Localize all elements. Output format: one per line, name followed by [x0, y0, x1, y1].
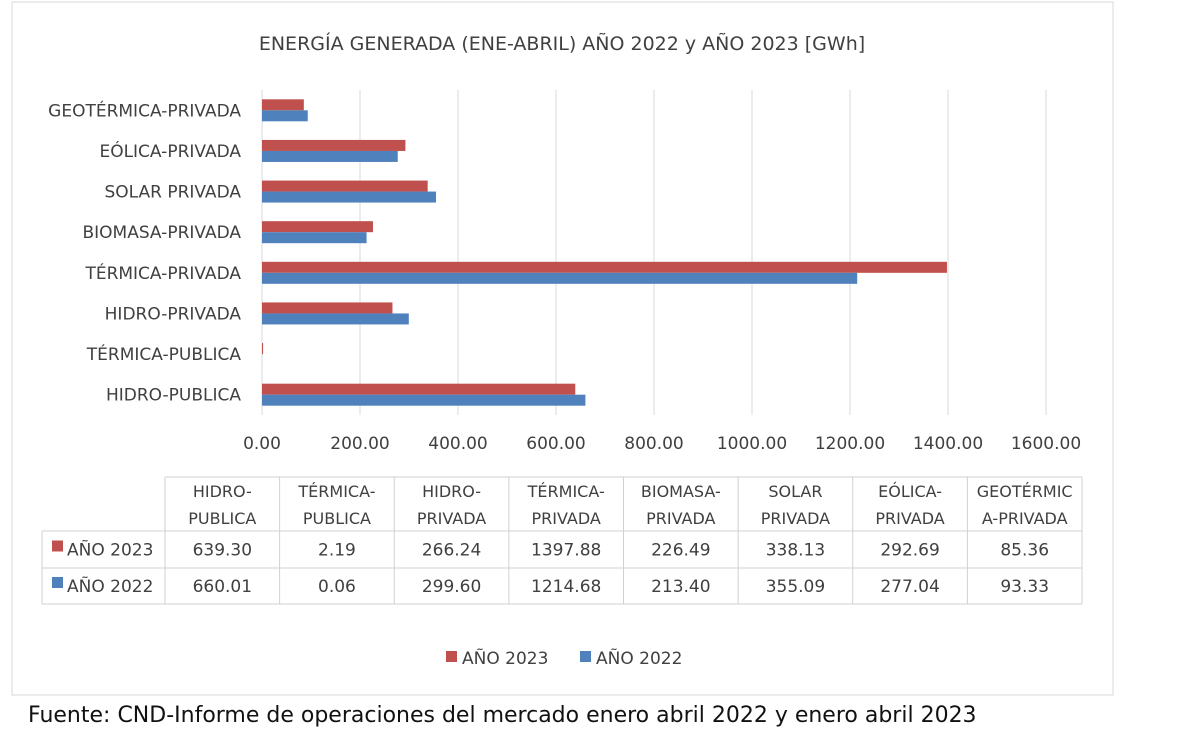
table-header: PRIVADA [761, 509, 830, 528]
bar-2022 [262, 313, 409, 325]
legend-label: AÑO 2023 [462, 647, 548, 669]
y-category-label: TÉRMICA-PUBLICA [86, 343, 242, 365]
x-tick-label: 1200.00 [815, 434, 885, 454]
bar-2022 [262, 191, 436, 203]
bar-2023 [262, 302, 393, 314]
x-tick-label: 400.00 [428, 434, 487, 454]
bar-2023 [262, 343, 264, 355]
chart-border [11, 1, 1114, 696]
table-cell: 338.13 [766, 541, 825, 561]
table-header: PRIVADA [417, 509, 486, 528]
table-cell: 1397.88 [531, 541, 601, 561]
y-category-label: SOLAR PRIVADA [104, 183, 241, 203]
source-footer: Fuente: CND-Informe de operaciones del m… [28, 703, 977, 728]
x-tick-label: 1400.00 [913, 434, 983, 454]
table-header: A-PRIVADA [982, 509, 1068, 528]
chart-title: ENERGÍA GENERADA (ENE-ABRIL) AÑO 2022 y … [259, 32, 865, 55]
x-tick-label: 0.00 [243, 434, 281, 454]
table-cell: 85.36 [1000, 541, 1049, 561]
table-cell: 639.30 [193, 541, 252, 561]
bar-2022 [262, 272, 858, 284]
bar-2023 [262, 261, 947, 273]
bar-2022 [262, 232, 367, 244]
table-row-label: AÑO 2022 [67, 575, 153, 597]
bar-2023 [262, 383, 576, 395]
x-tick-label: 1000.00 [717, 434, 787, 454]
table-cell: 266.24 [422, 541, 481, 561]
bar-2023 [262, 99, 304, 111]
table-header: PUBLICA [303, 509, 371, 528]
table-cell: 226.49 [651, 541, 710, 561]
table-cell: 299.60 [422, 577, 481, 597]
legend-key [580, 651, 591, 662]
bar-2022 [262, 394, 586, 406]
table-cell: 277.04 [880, 577, 939, 597]
table-cell: 0.06 [318, 577, 356, 597]
legend-key [52, 540, 63, 552]
y-category-label: BIOMASA-PRIVADA [82, 223, 241, 243]
bar-2023 [262, 139, 406, 151]
x-tick-label: 200.00 [330, 434, 389, 454]
legend-key [52, 577, 63, 588]
bar-2023 [262, 221, 373, 233]
table-header: HIDRO- [422, 482, 481, 501]
legend-label: AÑO 2022 [596, 647, 682, 669]
y-category-label: HIDRO-PUBLICA [106, 386, 241, 406]
table-header: PRIVADA [646, 509, 715, 528]
table-header: SOLAR [768, 482, 822, 501]
table-cell: 660.01 [193, 577, 252, 597]
table-header: BIOMASA- [641, 482, 721, 501]
table-header: GEOTÉRMIC [977, 482, 1073, 501]
table-cell: 1214.68 [531, 577, 601, 597]
y-category-label: HIDRO-PRIVADA [105, 304, 242, 324]
table-header: HIDRO- [193, 482, 252, 501]
bar-2023 [262, 180, 428, 192]
x-tick-label: 600.00 [526, 434, 585, 454]
table-header: TÉRMICA- [297, 482, 375, 501]
legend-key [446, 651, 457, 662]
table-header: PRIVADA [532, 509, 601, 528]
table-header: PRIVADA [875, 509, 944, 528]
table-cell: 355.09 [766, 577, 825, 597]
y-category-label: GEOTÉRMICA-PRIVADA [48, 99, 241, 121]
table-cell: 213.40 [651, 577, 710, 597]
table-header: PUBLICA [188, 509, 256, 528]
x-tick-label: 800.00 [624, 434, 683, 454]
table-cell: 93.33 [1000, 577, 1049, 597]
bar-2022 [262, 150, 398, 162]
table-cell: 2.19 [318, 541, 356, 561]
bar-2022 [262, 110, 308, 122]
table-header: TÉRMICA- [527, 482, 605, 501]
y-category-label: TÉRMICA-PRIVADA [84, 262, 241, 284]
y-category-label: EÓLICA-PRIVADA [99, 140, 241, 162]
table-header: EÓLICA- [878, 482, 942, 501]
x-tick-label: 1600.00 [1011, 434, 1081, 454]
table-row-label: AÑO 2023 [67, 539, 153, 561]
table-cell: 292.69 [880, 541, 939, 561]
